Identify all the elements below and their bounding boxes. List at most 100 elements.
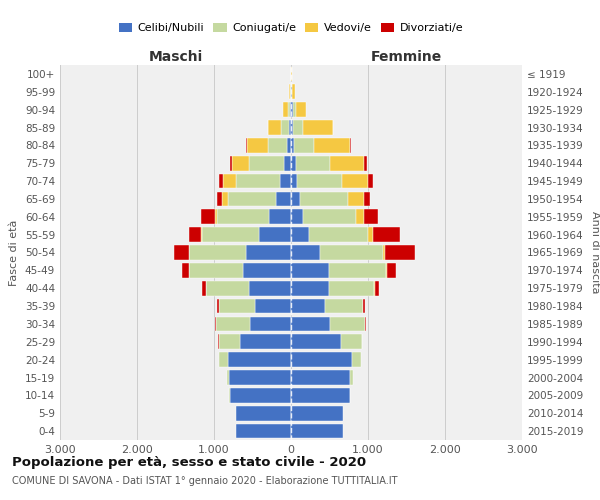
Bar <box>304 210 356 224</box>
Bar <box>368 228 373 242</box>
Bar <box>280 174 291 188</box>
Bar <box>275 192 291 206</box>
Bar <box>314 138 350 152</box>
Bar <box>281 120 289 135</box>
Bar <box>227 370 229 385</box>
Bar <box>293 120 304 135</box>
Bar <box>383 245 385 260</box>
Bar <box>304 120 332 135</box>
Bar <box>291 156 296 170</box>
Bar <box>329 281 374 295</box>
Bar <box>291 102 293 117</box>
Bar <box>215 210 217 224</box>
Bar <box>291 228 310 242</box>
Y-axis label: Fasce di età: Fasce di età <box>10 220 19 286</box>
Bar <box>230 388 291 402</box>
Bar <box>325 298 362 314</box>
Bar <box>291 120 293 135</box>
Bar <box>236 424 291 438</box>
Bar <box>245 245 291 260</box>
Bar <box>291 138 295 152</box>
Text: Femmine: Femmine <box>371 50 442 64</box>
Bar <box>268 138 287 152</box>
Bar <box>218 334 240 349</box>
Bar <box>287 138 291 152</box>
Bar <box>247 138 268 152</box>
Bar <box>291 210 304 224</box>
Bar <box>250 281 291 295</box>
Bar <box>230 156 232 170</box>
Bar <box>291 174 297 188</box>
Bar <box>246 138 247 152</box>
Bar <box>356 210 364 224</box>
Bar <box>229 370 291 385</box>
Bar <box>329 156 364 170</box>
Bar <box>220 174 223 188</box>
Bar <box>364 210 378 224</box>
Bar <box>350 138 352 152</box>
Bar <box>387 263 397 278</box>
Bar <box>320 245 383 260</box>
Bar <box>190 245 245 260</box>
Bar <box>373 228 400 242</box>
Y-axis label: Anni di nascita: Anni di nascita <box>590 211 600 294</box>
Bar <box>188 245 190 260</box>
Bar <box>291 334 341 349</box>
Bar <box>310 228 368 242</box>
Bar <box>269 210 291 224</box>
Bar <box>385 245 415 260</box>
Bar <box>291 263 329 278</box>
Bar <box>217 298 218 314</box>
Bar <box>215 316 250 331</box>
Bar <box>289 120 291 135</box>
Bar <box>250 316 291 331</box>
Bar <box>289 84 290 99</box>
Bar <box>350 370 353 385</box>
Bar <box>291 281 329 295</box>
Bar <box>202 281 206 295</box>
Bar <box>342 174 368 188</box>
Bar <box>291 406 343 420</box>
Bar <box>291 388 350 402</box>
Bar <box>364 192 370 206</box>
Text: Popolazione per età, sesso e stato civile - 2020: Popolazione per età, sesso e stato civil… <box>12 456 366 469</box>
Bar <box>291 84 292 99</box>
Bar <box>174 245 188 260</box>
Bar <box>229 388 230 402</box>
Bar <box>287 102 290 117</box>
Bar <box>329 263 386 278</box>
Legend: Celibi/Nubili, Coniugati/e, Vedovi/e, Divorziati/e: Celibi/Nubili, Coniugati/e, Vedovi/e, Di… <box>115 18 467 38</box>
Bar <box>386 263 387 278</box>
Bar <box>268 120 281 135</box>
Bar <box>201 228 202 242</box>
Bar <box>217 192 222 206</box>
Bar <box>236 174 280 188</box>
Bar <box>293 102 296 117</box>
Bar <box>291 424 343 438</box>
Bar <box>352 352 361 367</box>
Bar <box>259 228 291 242</box>
Bar <box>243 263 291 278</box>
Bar <box>232 156 250 170</box>
Bar <box>250 156 284 170</box>
Bar <box>330 316 365 331</box>
Bar <box>218 298 255 314</box>
Text: COMUNE DI SAVONA - Dati ISTAT 1° gennaio 2020 - Elaborazione TUTTITALIA.IT: COMUNE DI SAVONA - Dati ISTAT 1° gennaio… <box>12 476 398 486</box>
Bar <box>284 156 291 170</box>
Bar <box>291 298 325 314</box>
Bar <box>348 192 364 206</box>
Bar <box>291 245 320 260</box>
Bar <box>255 298 291 314</box>
Bar <box>228 192 275 206</box>
Bar <box>228 352 291 367</box>
Bar <box>190 263 243 278</box>
Bar <box>291 352 352 367</box>
Bar <box>188 228 201 242</box>
Bar <box>375 281 379 295</box>
Bar <box>223 174 236 188</box>
Bar <box>297 174 342 188</box>
Bar <box>218 352 228 367</box>
Bar <box>201 210 215 224</box>
Bar <box>296 156 329 170</box>
Bar <box>295 138 314 152</box>
